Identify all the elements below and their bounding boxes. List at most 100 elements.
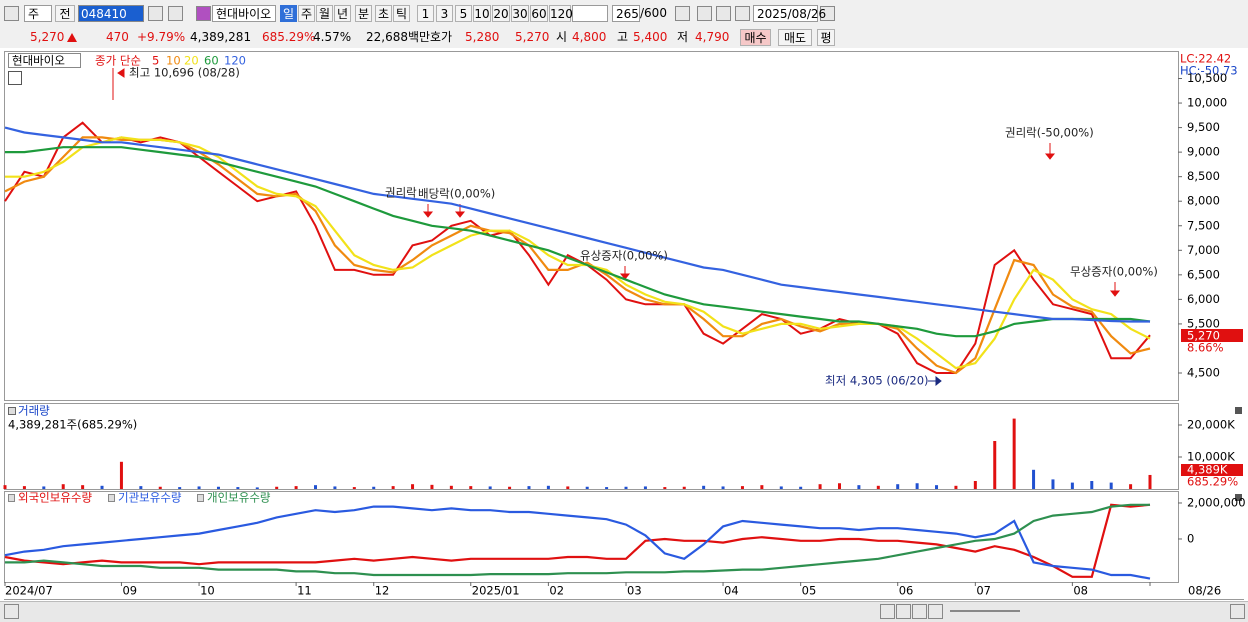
count-button[interactable]: 10 xyxy=(473,5,491,22)
y-tick-label: 4,500 xyxy=(1187,366,1220,380)
x-tick-label: 11 xyxy=(297,584,312,598)
y-tick-label: 6,000 xyxy=(1187,292,1220,306)
panel-icon[interactable] xyxy=(8,71,22,85)
interval-button[interactable]: 년 xyxy=(334,5,351,22)
scroll-left[interactable] xyxy=(4,604,19,619)
series-line xyxy=(5,146,1151,338)
volume-bar xyxy=(81,485,85,489)
volume-bar xyxy=(663,487,667,489)
nav-button[interactable] xyxy=(912,604,927,619)
arrow xyxy=(117,68,125,78)
volume-panel xyxy=(4,403,1179,490)
volume-bar xyxy=(527,486,531,489)
interval-button[interactable]: 일 xyxy=(280,5,297,22)
y-tick-label: 7,500 xyxy=(1187,218,1220,232)
quote-low-label: 저 xyxy=(677,30,689,44)
panel-icon[interactable] xyxy=(1235,407,1242,414)
title-box xyxy=(8,53,81,68)
volume-bar xyxy=(546,485,550,489)
mode-select[interactable]: 전 xyxy=(55,5,75,22)
date-input[interactable]: 2025/08/26 xyxy=(753,5,826,22)
stock-name[interactable]: 현대바이오 xyxy=(212,5,276,22)
x-tick-label: 03 xyxy=(627,584,642,598)
stock-icon[interactable] xyxy=(196,6,211,21)
avg-button[interactable]: 평 xyxy=(817,29,835,46)
tool-icon[interactable] xyxy=(697,6,712,21)
buy-button[interactable]: 매수 xyxy=(740,29,771,46)
series-line xyxy=(4,136,1151,375)
legend-swatch xyxy=(197,494,204,502)
count-button[interactable]: 5 xyxy=(455,5,472,22)
quote-change-pct: +9.79% xyxy=(137,30,186,44)
arrow xyxy=(1109,282,1121,297)
last-price: 5,270 xyxy=(1187,329,1220,343)
count-button[interactable]: 60 xyxy=(530,5,548,22)
interval-button[interactable]: 초 xyxy=(375,5,392,22)
volume-bar xyxy=(1051,479,1055,489)
interval-button[interactable]: 분 xyxy=(355,5,372,22)
y-tick-label: 10,000 xyxy=(1187,96,1227,110)
volume-bar xyxy=(682,486,686,489)
quote-amount: 22,688백만 xyxy=(366,30,431,44)
volume-bar xyxy=(42,486,46,489)
volume-bar xyxy=(469,486,473,489)
menu-icon[interactable] xyxy=(4,6,19,21)
interval-button[interactable]: 틱 xyxy=(393,5,410,22)
period-select[interactable]: 주 xyxy=(24,5,52,22)
bar-count[interactable]: 265 xyxy=(612,5,640,22)
dropdown[interactable] xyxy=(572,5,608,22)
count-button[interactable]: 30 xyxy=(511,5,529,22)
code-input[interactable]: 048410 xyxy=(78,5,144,22)
count-button[interactable]: 1 xyxy=(417,5,434,22)
sound-icon[interactable] xyxy=(168,6,183,21)
volume-bar xyxy=(954,485,958,489)
volume-bar xyxy=(779,486,783,489)
zoom-button[interactable] xyxy=(1230,604,1245,619)
quote-turnover: 4.57% xyxy=(313,30,352,44)
count-button[interactable]: 120 xyxy=(549,5,573,22)
x-tick-label: 09 xyxy=(122,584,137,598)
volume-bar xyxy=(1070,482,1074,489)
y-tick-label: 5,500 xyxy=(1187,316,1220,330)
volume-bar xyxy=(721,486,725,489)
volume-bar xyxy=(876,485,880,489)
y-tick-label: 10,500 xyxy=(1187,71,1227,85)
y-tick-label: 6,500 xyxy=(1187,267,1220,281)
scrollbar[interactable] xyxy=(0,601,1248,622)
zoom-slider[interactable] xyxy=(950,610,1020,612)
legend-entry: 기관보유수량 xyxy=(118,491,182,505)
tool-icon[interactable] xyxy=(716,6,731,21)
volume-bar xyxy=(857,485,861,489)
quote-open: 4,800 xyxy=(572,30,607,44)
tool-icon[interactable] xyxy=(675,6,690,21)
panel-icon[interactable] xyxy=(1235,494,1242,501)
nav-button[interactable] xyxy=(928,604,943,619)
annotation: 배당락(0,00%) xyxy=(418,187,495,201)
volume-bar xyxy=(508,486,512,489)
annotation: 최고 10,696 (08/28) xyxy=(129,66,240,80)
quote-price: 5,270 xyxy=(30,30,65,44)
count-button[interactable]: 3 xyxy=(436,5,453,22)
calendar-icon[interactable] xyxy=(820,6,835,21)
volume-bar xyxy=(488,486,492,489)
volume-bar xyxy=(314,485,318,489)
x-tick-label: 02 xyxy=(549,584,564,598)
volume-bar xyxy=(1090,481,1094,489)
arrow xyxy=(928,375,942,387)
y-tick-label: 20,000K xyxy=(1187,418,1235,432)
y-tick-label: 0 xyxy=(1187,531,1194,545)
tool-icon[interactable] xyxy=(735,6,750,21)
quote-volume-ratio: 685.29% xyxy=(262,30,316,44)
interval-button[interactable]: 월 xyxy=(316,5,333,22)
lc-label: LC:22.42 xyxy=(1180,52,1231,66)
x-tick-label: 2024/07 xyxy=(5,584,53,598)
scroll-right[interactable] xyxy=(880,604,895,619)
volume-bar xyxy=(372,486,376,489)
interval-button[interactable]: 주 xyxy=(298,5,315,22)
sell-button[interactable]: 매도 xyxy=(778,29,812,46)
volume-bar xyxy=(740,486,744,489)
nav-button[interactable] xyxy=(896,604,911,619)
volume-bar xyxy=(702,485,706,489)
count-button[interactable]: 20 xyxy=(492,5,510,22)
search-icon[interactable] xyxy=(148,6,163,21)
